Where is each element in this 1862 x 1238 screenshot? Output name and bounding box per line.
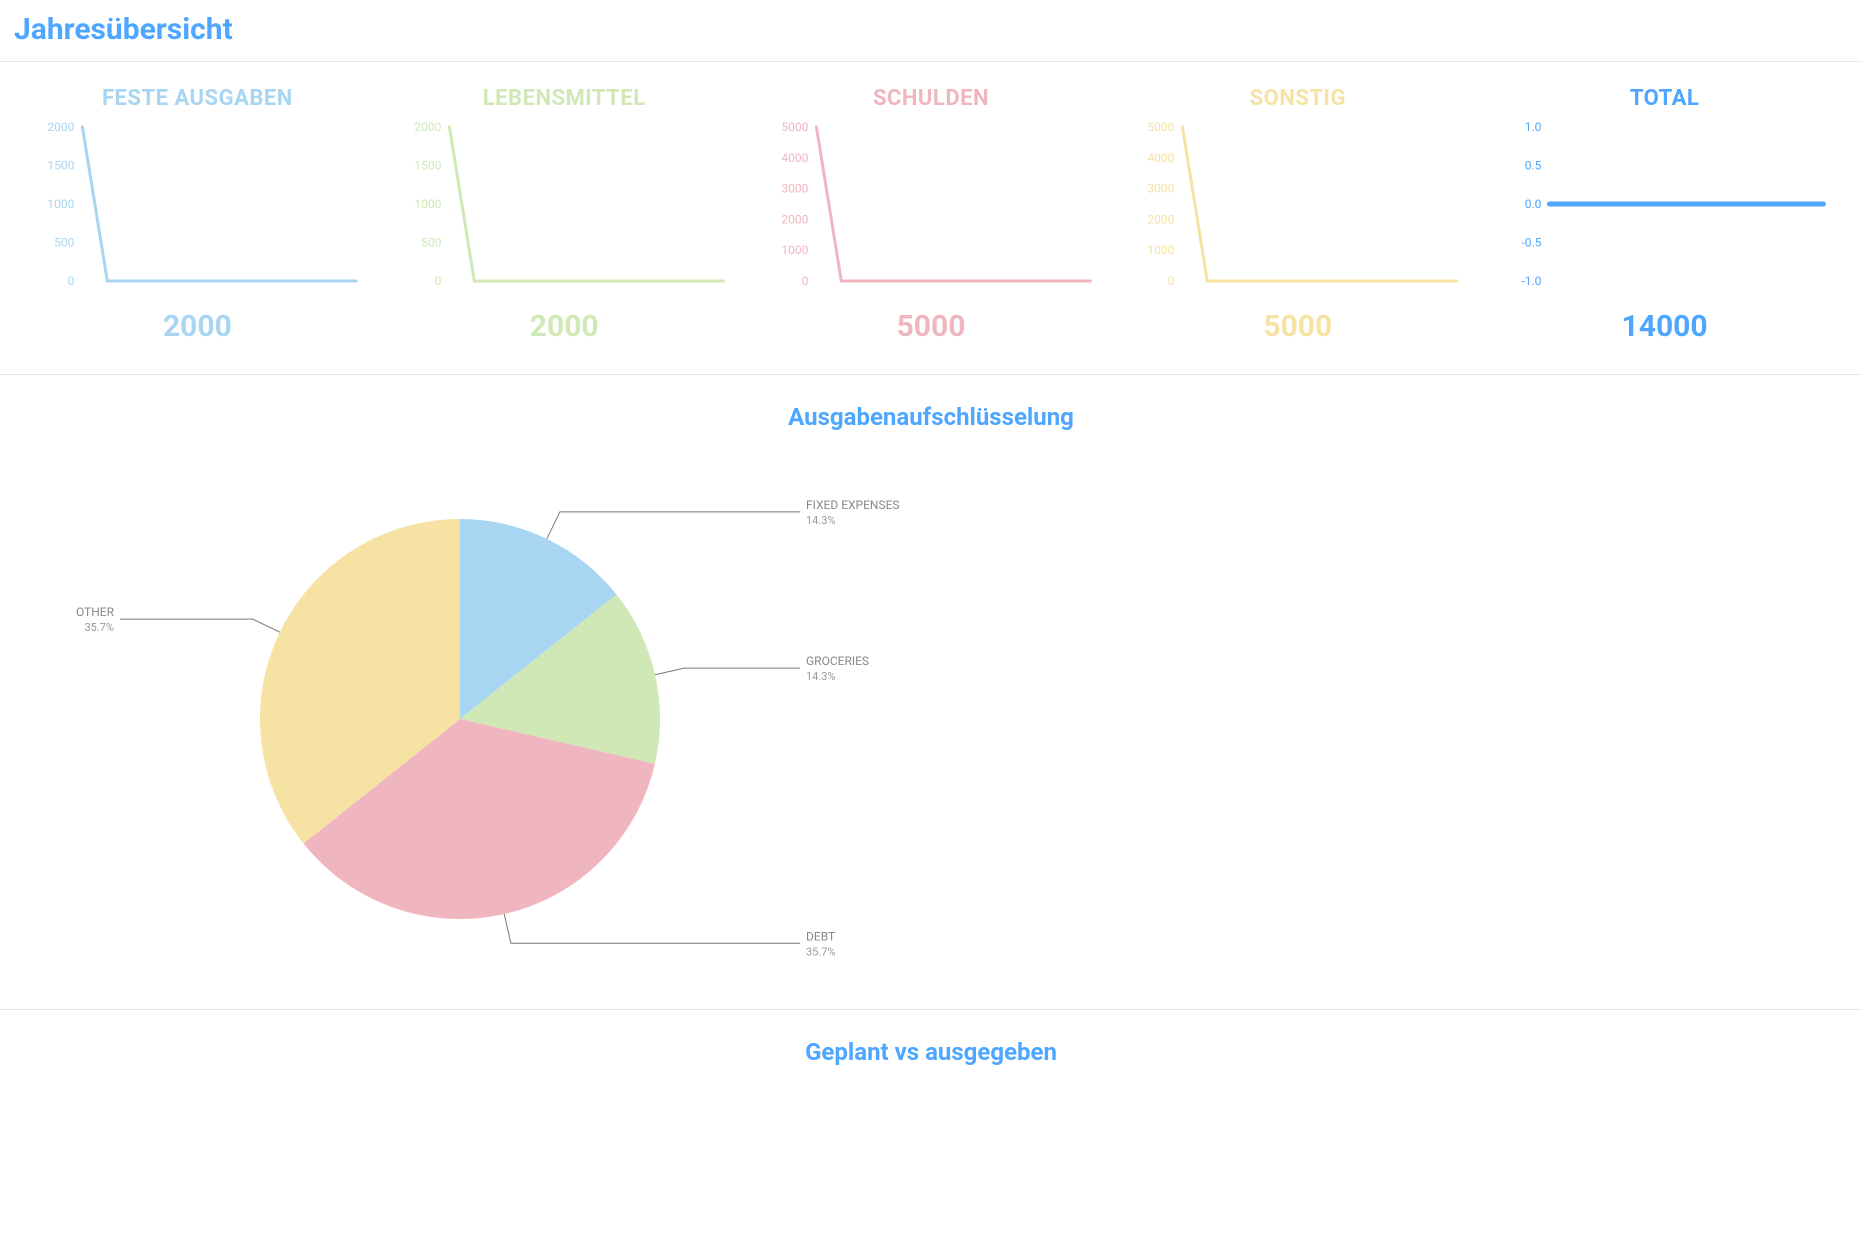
ytick-label: 0.0 xyxy=(1525,197,1542,211)
card-value-lebensmittel: 2000 xyxy=(530,309,599,344)
page-title: Jahresübersicht xyxy=(0,0,1862,61)
ytick-label: 0 xyxy=(434,274,441,288)
pie-leader xyxy=(655,668,800,675)
ytick-label: 0.5 xyxy=(1525,159,1542,173)
card-schulden: SCHULDEN 0 1000 2000 3000 4000 5000 5000 xyxy=(762,86,1101,344)
sparkline-svg: 0 500 1000 1500 2000 xyxy=(28,121,367,291)
ytick-label: -0.5 xyxy=(1522,236,1542,250)
ytick-label: 3000 xyxy=(781,182,808,196)
ytick-label: 4000 xyxy=(781,151,808,165)
card-title-sonstig: SONSTIG xyxy=(1250,86,1346,111)
pie-label: FIXED EXPENSES xyxy=(806,498,900,512)
sparkline-line xyxy=(82,127,356,281)
sparkline-feste: 0 500 1000 1500 2000 xyxy=(28,121,367,291)
ytick-label: 2000 xyxy=(414,121,441,134)
sparkline-lebensmittel: 0 500 1000 1500 2000 xyxy=(395,121,734,291)
sparkline-line xyxy=(1183,127,1457,281)
sparkline-schulden: 0 1000 2000 3000 4000 5000 xyxy=(762,121,1101,291)
card-total: TOTAL -1.0 -0.5 0.0 0.5 1.0 14000 xyxy=(1495,86,1834,344)
card-title-schulden: SCHULDEN xyxy=(873,86,989,111)
pie-leader xyxy=(504,914,800,943)
ytick-label: 1000 xyxy=(1148,243,1175,257)
ytick-label: 2000 xyxy=(47,121,74,134)
ytick-label: 1000 xyxy=(781,243,808,257)
ytick-label: 5000 xyxy=(781,121,808,134)
cards-row: FESTE AUSGABEN05001000150020002000LEBENS… xyxy=(0,62,1862,374)
pie-leader xyxy=(120,619,280,632)
card-title-feste: FESTE AUSGABEN xyxy=(102,86,293,111)
sparkline-svg: 0 1000 2000 3000 4000 5000 xyxy=(1128,121,1467,291)
sparkline-svg: -1.0 -0.5 0.0 0.5 1.0 xyxy=(1495,121,1834,291)
sparkline-line xyxy=(816,127,1090,281)
sparkline-svg: 0 500 1000 1500 2000 xyxy=(395,121,734,291)
card-lebensmittel: LEBENSMITTEL 0 500 1000 1500 2000 2000 xyxy=(395,86,734,344)
ytick-label: 1000 xyxy=(414,197,441,211)
sparkline-line xyxy=(449,127,723,281)
pie-label: OTHER xyxy=(76,605,115,619)
ytick-label: 1000 xyxy=(47,197,74,211)
pie-label: DEBT xyxy=(806,929,835,943)
pie-leader xyxy=(547,512,800,539)
ytick-label: 1500 xyxy=(414,159,441,173)
card-value-schulden: 5000 xyxy=(897,309,966,344)
card-feste: FESTE AUSGABEN 0 500 1000 1500 2000 2000 xyxy=(28,86,367,344)
card-title-lebensmittel: LEBENSMITTEL xyxy=(483,86,646,111)
ytick-label: 0 xyxy=(68,274,75,288)
ytick-label: 3000 xyxy=(1148,182,1175,196)
ytick-label: 500 xyxy=(421,236,441,250)
pie-percent: 35.7% xyxy=(806,945,836,958)
ytick-label: -1.0 xyxy=(1522,274,1542,288)
breakdown-title: Ausgabenaufschlüsselung xyxy=(0,375,1862,449)
card-value-sonstig: 5000 xyxy=(1263,309,1332,344)
card-title-total: TOTAL xyxy=(1630,86,1699,111)
card-value-feste: 2000 xyxy=(163,309,232,344)
sparkline-sonstig: 0 1000 2000 3000 4000 5000 xyxy=(1128,121,1467,291)
ytick-label: 1.0 xyxy=(1525,121,1542,134)
pie-percent: 35.7% xyxy=(84,621,114,634)
ytick-label: 0 xyxy=(1168,274,1175,288)
pie-percent: 14.3% xyxy=(806,514,836,527)
pie-label: GROCERIES xyxy=(806,654,869,668)
ytick-label: 4000 xyxy=(1148,151,1175,165)
card-value-total: 14000 xyxy=(1622,309,1708,344)
ytick-label: 500 xyxy=(54,236,74,250)
sparkline-svg: 0 1000 2000 3000 4000 5000 xyxy=(762,121,1101,291)
pie-chart-svg: FIXED EXPENSES 14.3% GROCERIES 14.3% DEBT 35.… xyxy=(40,449,940,989)
ytick-label: 2000 xyxy=(1148,212,1175,226)
card-sonstig: SONSTIG 0 1000 2000 3000 4000 5000 5000 xyxy=(1128,86,1467,344)
pie-chart-area: FIXED EXPENSES 14.3% GROCERIES 14.3% DEBT 35.… xyxy=(0,449,1862,1009)
pie-percent: 14.3% xyxy=(806,670,836,683)
ytick-label: 5000 xyxy=(1148,121,1175,134)
ytick-label: 0 xyxy=(801,274,808,288)
planned-vs-spent-title: Geplant vs ausgegeben xyxy=(0,1010,1862,1084)
ytick-label: 2000 xyxy=(781,212,808,226)
sparkline-total: -1.0 -0.5 0.0 0.5 1.0 xyxy=(1495,121,1834,291)
ytick-label: 1500 xyxy=(47,159,74,173)
